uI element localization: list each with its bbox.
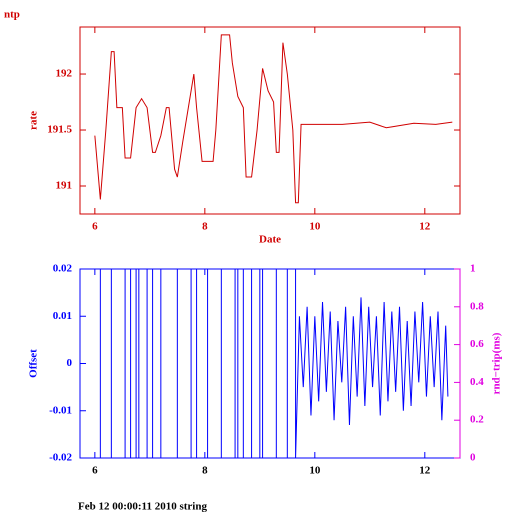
y-tick-label: 191.5 <box>47 124 72 136</box>
data-line <box>94 34 453 204</box>
plot-frame <box>79 26 461 215</box>
y2-tick-label: 1 <box>470 263 476 275</box>
y2-axis-label: rnd−trip(ms) <box>491 332 503 394</box>
x-tick-label: 12 <box>419 465 431 477</box>
plot-frame <box>79 268 461 459</box>
y2-tick-label: 0.4 <box>470 376 484 388</box>
x-tick-label: 6 <box>92 221 98 233</box>
x-tick-label: 8 <box>202 221 208 233</box>
x-tick-label: 6 <box>92 465 98 477</box>
y-tick-label: -0.02 <box>49 452 72 464</box>
x-tick-label: 10 <box>309 465 321 477</box>
y-tick-label: 0.01 <box>53 310 72 322</box>
y2-tick-label: 0.8 <box>470 300 484 312</box>
y2-tick-label: 0.2 <box>470 414 484 426</box>
y2-tick-label: 0.6 <box>470 338 484 350</box>
chart-title: ntp <box>4 9 20 21</box>
x-tick-label: 12 <box>419 221 431 233</box>
y-tick-label: 191 <box>56 180 73 192</box>
data-line <box>99 269 449 458</box>
y-tick-label: 192 <box>56 68 73 80</box>
footer: Feb 12 00:00:11 2010 string <box>78 501 207 512</box>
y2-tick-label: 0 <box>470 452 476 464</box>
y-tick-label: 0 <box>67 357 73 369</box>
y-axis-label: rate <box>28 111 40 130</box>
y-tick-label: 0.02 <box>53 263 73 275</box>
x-axis-label: Date <box>259 234 281 246</box>
y-tick-label: -0.01 <box>49 404 72 416</box>
x-tick-label: 8 <box>202 465 208 477</box>
y-axis-label: Offset <box>28 349 40 378</box>
x-tick-label: 10 <box>309 221 321 233</box>
